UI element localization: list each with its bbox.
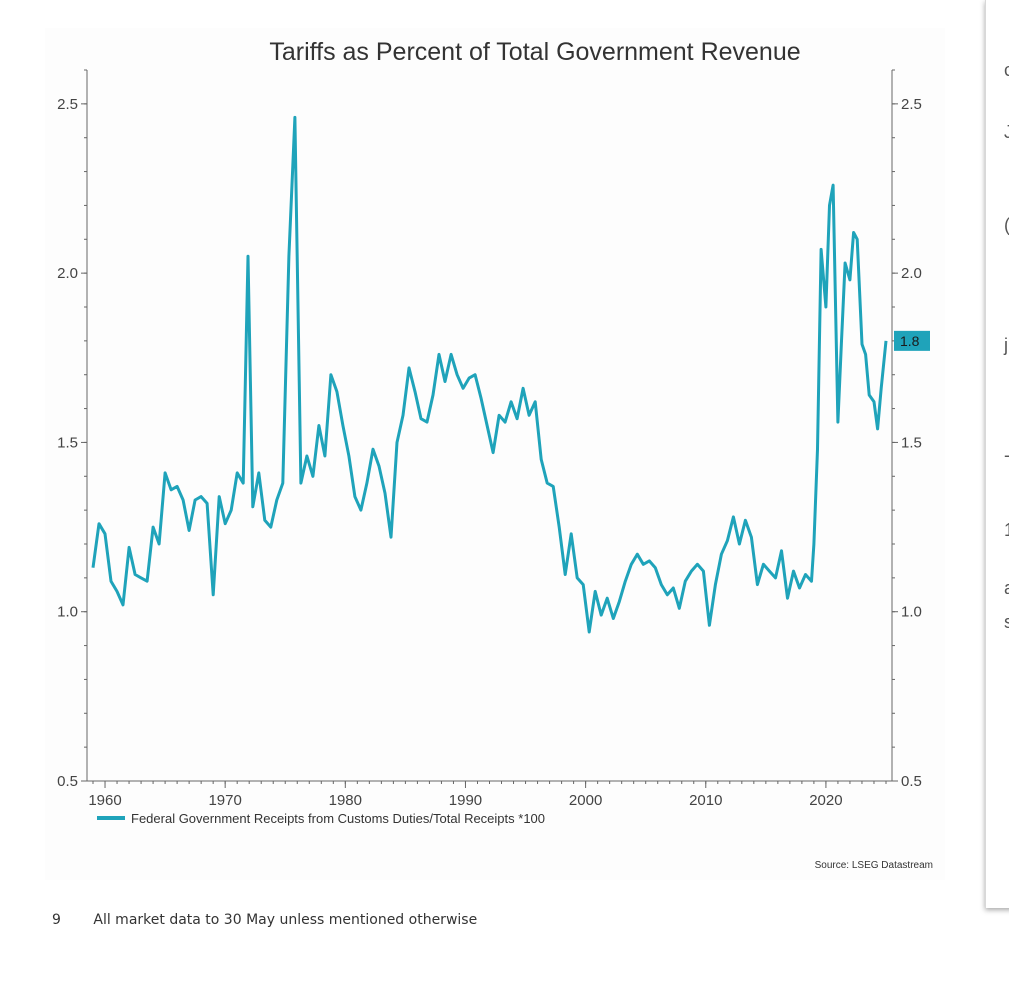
y-tick-label-right: 2.0 — [901, 265, 922, 282]
side-text-fragment: s — [1004, 612, 1009, 632]
y-tick-label-left: 2.0 — [57, 265, 78, 282]
side-text-fragment: ( — [1004, 215, 1009, 236]
page-footer: 9 All market data to 30 May unless menti… — [52, 912, 477, 928]
x-tick-label: 2020 — [809, 792, 842, 809]
y-tick-label-right: 2.5 — [901, 96, 922, 113]
source-note: Source: LSEG Datastream — [814, 860, 933, 871]
side-text-fragment: - — [1004, 445, 1009, 466]
x-tick-label: 2010 — [689, 792, 722, 809]
y-tick-label-left: 1.5 — [57, 434, 78, 451]
end-value-badge — [894, 330, 930, 351]
y-tick-label-left: 2.5 — [57, 96, 78, 113]
side-panel: c J ( j - 1 a s — [985, 0, 1009, 908]
side-text-fragment: j — [1004, 335, 1008, 355]
side-text-fragment: c — [1004, 60, 1009, 80]
chart-title: Tariffs as Percent of Total Government R… — [269, 38, 801, 66]
end-value-label: 1.8 — [900, 333, 920, 349]
x-tick-label: 1970 — [208, 792, 241, 809]
page-number: 9 — [52, 912, 61, 928]
x-tick-label: 1990 — [449, 792, 482, 809]
y-tick-label-right: 0.5 — [901, 773, 922, 790]
y-tick-label-left: 1.0 — [57, 604, 78, 621]
side-text-fragment: 1 — [1004, 520, 1009, 541]
y-tick-label-left: 0.5 — [57, 773, 78, 790]
x-tick-label: 1960 — [88, 792, 121, 809]
side-text-fragment: J — [1004, 122, 1009, 142]
footer-note: All market data to 30 May unless mention… — [93, 912, 478, 928]
y-tick-label-right: 1.5 — [901, 434, 922, 451]
series-line-customs-duties — [91, 115, 888, 634]
y-tick-label-right: 1.0 — [901, 604, 922, 621]
chart-panel: 0.5 0.5 1.0 1.0 1.5 1.5 2.0 2.0 2.5 2.5 1960 1970 19… — [45, 28, 945, 880]
x-tick-label: 1980 — [329, 792, 362, 809]
x-tick-label: 2000 — [569, 792, 602, 809]
side-text-fragment: a — [1004, 578, 1009, 599]
legend-label: Federal Government Receipts from Customs… — [131, 811, 545, 826]
tariff-revenue-chart: 0.5 0.5 1.0 1.0 1.5 1.5 2.0 2.0 2.5 2.5 1960 1970 19… — [57, 69, 930, 826]
